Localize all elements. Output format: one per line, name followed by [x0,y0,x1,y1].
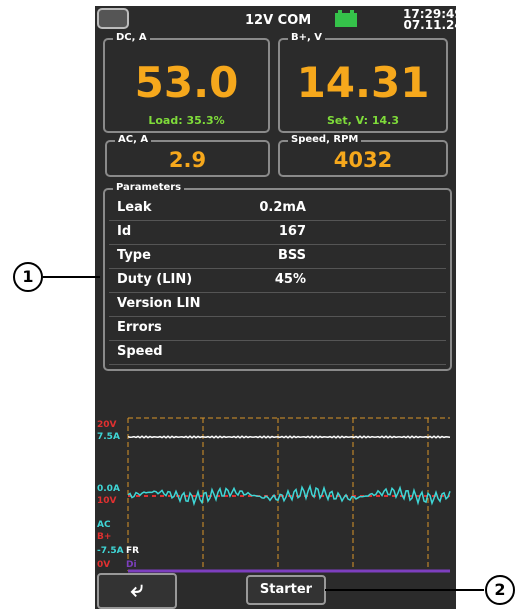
graph-label: FR [126,546,140,556]
graph-label: 10V [97,496,117,506]
tile-value: 2.9 [168,148,207,172]
voltage-tile: B+, V 14.31 Set, V: 14.3 [278,32,448,133]
menu-icon[interactable] [97,8,129,29]
battery-icon [335,13,357,27]
parameter-name: Speed [117,344,163,359]
graph-label: 20V [97,420,117,430]
parameter-row: Version LIN [109,292,446,317]
port-label: 12V COM [245,13,312,28]
panel-title: Parameters [113,182,185,193]
parameter-row: Leak 0.2mA [109,196,446,221]
speed-tile: Speed, RPM 4032 [278,134,448,177]
parameter-value: BSS [277,248,306,263]
graph-label: 0.0A [97,484,120,494]
callout: 2 [485,575,515,605]
tile-label: AC, A [115,134,152,145]
clock: 17:29:49 07.11.24 [403,7,463,32]
tile-value: 4032 [333,148,393,172]
parameter-name: Errors [117,320,162,335]
parameter-row: Duty (LIN) 45% [109,268,446,293]
tile-value: 53.0 [134,58,239,107]
graph [127,417,451,573]
trace [127,483,451,507]
parameter-name: Version LIN [117,296,201,311]
battery-icon [350,10,354,13]
parameter-name: Type [117,248,151,263]
trace [127,435,451,439]
tile-label: DC, A [113,32,150,43]
starter-button[interactable]: Starter [246,575,326,605]
date: 07.11.24 [403,18,463,32]
parameter-row: Speed [109,340,446,365]
tile-label: Speed, RPM [288,134,362,145]
tile-value: 14.31 [296,58,430,107]
graph-label: Di [126,560,137,570]
parameter-name: Id [117,224,132,239]
graph-label: -7.5A [97,546,124,556]
parameter-row: Id 167 [109,220,446,245]
dc-tile: DC, A 53.0 Load: 35.3% [103,32,270,133]
graph-label: AC [97,520,111,530]
screen-graphics [97,8,451,573]
graph-label: 7.5A [97,432,120,442]
ac-tile: AC, A 2.9 [105,134,270,177]
graph-label: B+ [97,532,112,542]
parameter-row: Type BSS [109,244,446,269]
parameter-name: Leak [117,200,152,215]
tile-label: B+, V [288,32,326,43]
back-button[interactable]: ⤶ [97,573,177,609]
parameters-panel: Parameters Leak 0.2mA Id 167 Type BSS Duty (LI… [103,182,452,371]
time: 17:29:49 [403,7,463,21]
device-screen: 12V COM 17:29:49 07.11.24 DC, A 53.0 Load… [95,6,463,609]
parameter-value: 45% [274,272,306,287]
parameter-name: Duty (LIN) [117,272,193,287]
tile-sub: Load: 35.3% [148,114,225,127]
graph-label: 0V [97,560,111,570]
parameter-value: 167 [278,224,306,239]
tile-sub: Set, V: 14.3 [326,114,400,127]
callout: 1 [13,262,43,292]
parameter-row: Errors [109,316,446,341]
battery-icon [338,10,342,13]
parameter-value: 0.2mA [259,200,306,215]
